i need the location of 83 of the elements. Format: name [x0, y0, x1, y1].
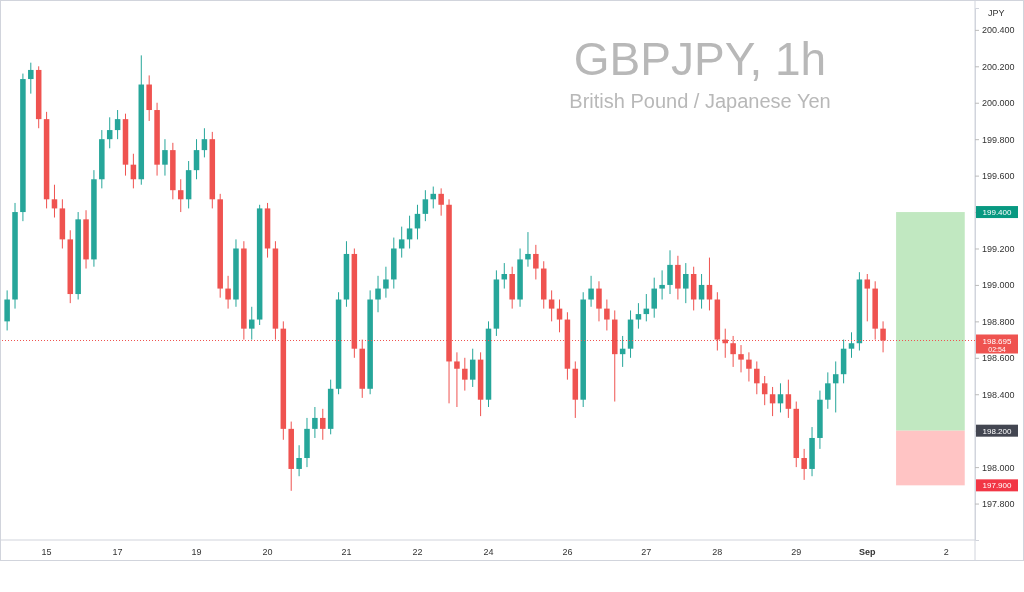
y-tick-label: 200.000	[982, 98, 1015, 109]
x-tick-label: Sep	[859, 546, 877, 557]
x-tick-label: 19	[191, 546, 202, 557]
candlestick	[588, 275, 594, 308]
y-tick-label: 198.400	[982, 389, 1015, 400]
candlestick	[422, 189, 429, 222]
y-tick-label: 198.600	[982, 353, 1015, 364]
x-tick-label: 17	[112, 546, 123, 557]
candlestick	[777, 382, 784, 413]
candlestick	[296, 444, 302, 477]
x-tick-label: 28	[712, 546, 723, 557]
text: 197.900	[982, 481, 1013, 491]
candlestick	[469, 348, 476, 388]
candlestick	[438, 187, 444, 217]
candlestick	[430, 186, 437, 209]
candlestick	[832, 360, 839, 413]
candlestick	[201, 127, 208, 158]
x-tick-label: 22	[412, 546, 423, 557]
y-tick-label: 197.800	[982, 498, 1015, 509]
candlestick	[106, 116, 113, 149]
y-tick-label: 200.200	[982, 61, 1015, 72]
x-tick-label: 21	[341, 546, 352, 557]
candlestick	[383, 266, 389, 299]
text: 199.400	[982, 208, 1013, 218]
x-tick-label: 27	[641, 546, 652, 557]
x-tick-label: 26	[562, 546, 573, 557]
candlestick	[596, 280, 602, 322]
candlestick	[454, 351, 460, 408]
candlestick	[312, 406, 318, 439]
candlestick	[162, 138, 168, 177]
candlestick	[651, 277, 657, 319]
y-axis-title: JPY	[988, 8, 1005, 18]
candlestick	[28, 62, 34, 95]
candlestick	[746, 351, 752, 382]
x-tick-label: 29	[791, 546, 802, 557]
candlestick	[785, 379, 792, 419]
x-tick-label: 15	[41, 546, 52, 557]
candlestick	[556, 299, 563, 333]
candlestick	[675, 255, 681, 301]
candlestick	[462, 357, 468, 392]
candlestick	[761, 375, 768, 406]
candlestick	[320, 408, 326, 441]
text: British Pound / Japanese Yen	[569, 90, 831, 112]
candlestick	[659, 269, 665, 301]
candlestick	[604, 299, 610, 331]
candlestick	[4, 289, 10, 331]
candlestick	[51, 184, 58, 219]
candlestick	[706, 257, 713, 311]
candlestick	[406, 215, 413, 249]
x-tick-label: 24	[483, 546, 494, 557]
candlestick	[738, 344, 744, 373]
y-tick-label: 199.000	[982, 280, 1015, 291]
text: 198.200	[982, 426, 1013, 436]
candlestick	[533, 244, 539, 280]
candlestick	[225, 275, 231, 310]
candlestick	[754, 360, 760, 395]
candlestick	[398, 226, 405, 259]
candlestick	[698, 273, 705, 310]
candlestick	[548, 289, 555, 322]
text: GBPJPY, 1h	[573, 33, 827, 85]
candlestick	[249, 306, 255, 341]
candlestick	[848, 331, 855, 359]
candlestick	[525, 231, 531, 268]
candlestick	[177, 178, 184, 213]
x-tick-label: 20	[262, 546, 273, 557]
y-tick-label: 200.400	[982, 25, 1015, 36]
candlestick	[635, 302, 642, 330]
y-tick-label: 199.800	[982, 134, 1015, 145]
candlestick	[864, 273, 871, 322]
candlestick	[825, 371, 831, 410]
candlestick	[667, 249, 673, 295]
y-tick-label: 199.200	[982, 243, 1015, 254]
y-tick-label: 199.600	[982, 171, 1015, 181]
y-tick-label: 198.000	[982, 462, 1015, 473]
x-tick-label: 2	[943, 546, 949, 557]
ref-line-label: 198.695	[982, 336, 1013, 346]
candlestick	[193, 138, 200, 180]
candlestick	[683, 262, 689, 304]
candlestick	[114, 109, 121, 140]
candlestick	[801, 448, 807, 481]
candlestick	[375, 275, 381, 313]
candlestick	[769, 386, 776, 417]
y-tick-label: 198.800	[982, 316, 1015, 327]
